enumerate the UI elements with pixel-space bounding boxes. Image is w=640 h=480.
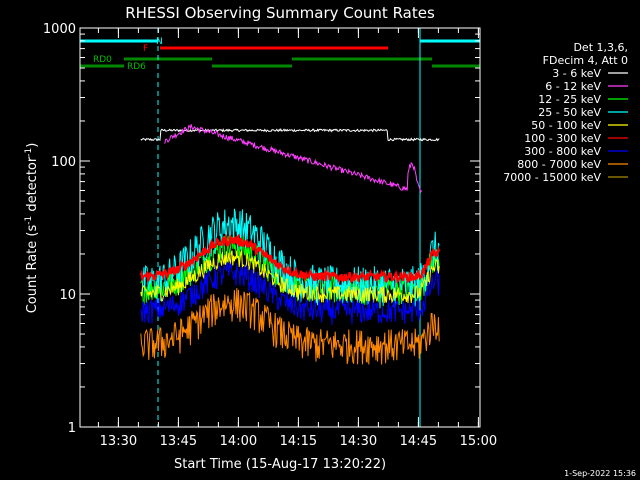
axes: 1 10 100 1000 13:30 13:45 14:00 14:15 14:30 14:45…: [43, 22, 497, 449]
plot-frame: [79, 27, 481, 428]
legend-header-0: Det 1,3,6,: [573, 41, 628, 54]
series-line-4: [140, 250, 440, 304]
legend-entry-3: 25 - 50 keV: [538, 106, 601, 119]
x-tick-label-0: 13:30: [100, 434, 137, 449]
series-line-0: [140, 128, 440, 142]
series-line-1: [164, 124, 423, 193]
y-tick-label-3: 1000: [43, 22, 76, 37]
legend-entry-7: 800 - 7000 keV: [517, 158, 601, 171]
series-line-6: [140, 261, 440, 325]
series-line-7: [140, 288, 440, 365]
legend-entry-0: 3 - 6 keV: [552, 67, 601, 80]
flag-label-n: N: [156, 37, 163, 47]
flag-label-rd0: RD0: [93, 55, 112, 65]
legend-entry-8: 7000 - 15000 keV: [503, 171, 601, 184]
y-tick-label-1: 10: [59, 288, 76, 303]
x-tick-label-3: 14:15: [280, 434, 317, 449]
legend-entry-2: 12 - 25 keV: [538, 93, 601, 106]
legend-header-1: FDecim 4, Att 0: [543, 54, 628, 67]
y-axis-label: Count Rate (s-1 detector-1): [24, 143, 40, 314]
y-tick-label-0: 1: [68, 421, 76, 436]
legend-entry-1: 6 - 12 keV: [545, 80, 601, 93]
chart-title: RHESSI Observing Summary Count Rates: [125, 4, 435, 22]
x-tick-label-4: 14:30: [340, 434, 377, 449]
x-axis-label: Start Time (15-Aug-17 13:20:22): [174, 457, 386, 472]
legend-entry-4: 50 - 100 keV: [531, 119, 601, 132]
x-tick-label-1: 13:45: [160, 434, 197, 449]
flag-bars: NF RD0 RD6: [80, 37, 480, 72]
series-group: [139, 124, 441, 365]
legend-entry-5: 100 - 300 keV: [524, 132, 601, 145]
x-tick-label-6: 15:00: [460, 434, 497, 449]
x-tick-label-2: 14:00: [220, 434, 257, 449]
legend-entry-6: 300 - 800 keV: [524, 145, 601, 158]
footer-date: 1-Sep-2022 15:36: [564, 469, 636, 478]
y-tick-label-2: 100: [51, 155, 76, 170]
flag-label-f: F: [143, 44, 148, 54]
x-tick-label-5: 14:45: [400, 434, 437, 449]
series-line-5: [139, 233, 441, 284]
flag-label-rd6: RD6: [127, 62, 146, 72]
